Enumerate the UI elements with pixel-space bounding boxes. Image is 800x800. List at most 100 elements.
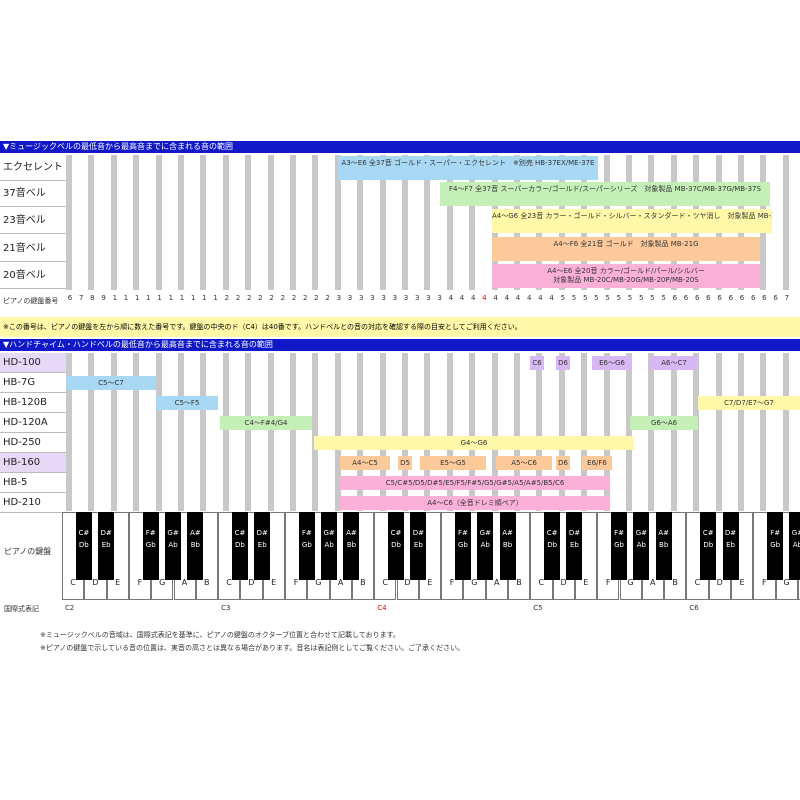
black-key: C# Db xyxy=(231,512,248,580)
black-key: A# Bb xyxy=(499,512,516,580)
piano-key-number: 5 xyxy=(627,294,633,302)
white-key-label: G xyxy=(159,578,166,587)
piano-key-number: 5 xyxy=(661,294,666,302)
white-key-label: D xyxy=(560,578,567,587)
grid-stripe xyxy=(133,155,140,290)
black-key-sharp: D# xyxy=(724,529,737,537)
black-key-flat: Eb xyxy=(101,541,111,549)
black-key-flat: Ab xyxy=(636,541,646,549)
black-key-flat: Ab xyxy=(792,541,800,549)
black-key: F# Gb xyxy=(454,512,471,580)
bell-row-label: 23音ベル xyxy=(0,208,66,234)
piano-key-number: 6 xyxy=(773,294,778,302)
grid-stripe xyxy=(155,353,162,511)
chime-range-bar: G4〜G6 xyxy=(314,436,634,450)
piano-key-number: 6 xyxy=(739,294,745,302)
piano-key-number: 3 xyxy=(426,294,431,302)
chime-row-label: HB-7G xyxy=(0,373,66,393)
black-key-flat: Db xyxy=(235,541,245,549)
piano-key-number: 6 xyxy=(762,294,767,302)
chime-range-bar: A4〜C6（全音ドレミ順ペア） xyxy=(340,496,610,510)
piano-key-number: 4 xyxy=(515,294,521,302)
black-key: C# Db xyxy=(75,512,92,580)
chime-range-bar: E5〜G5 xyxy=(420,456,486,470)
piano-key-number: 6 xyxy=(706,294,711,302)
black-key: D# Eb xyxy=(254,512,271,580)
black-key-sharp: D# xyxy=(412,529,424,537)
grid-stripe xyxy=(222,353,229,511)
piano-key-number: 3 xyxy=(403,294,409,302)
piano-key-number: 3 xyxy=(370,294,375,302)
white-key-label: E xyxy=(583,578,589,587)
piano-key-number: 9 xyxy=(101,294,106,302)
bell-range-text: A4〜F6 全21音 ゴールド 対象製品 MB-21G xyxy=(553,240,699,248)
grid-stripe xyxy=(446,353,453,511)
footnote-2: ※ピアノの鍵盤で示している音の位置は、実音の高さとは異なる場合があります。音名は… xyxy=(40,644,465,652)
black-key-flat: Eb xyxy=(570,541,579,549)
grid-stripe xyxy=(334,353,341,511)
grid-stripe xyxy=(402,155,408,290)
black-key: A# Bb xyxy=(187,512,204,580)
octave-name: C3 xyxy=(221,604,231,612)
black-key-sharp: D# xyxy=(568,529,581,537)
piano-key-number: 2 xyxy=(224,294,230,302)
grid-stripe xyxy=(245,155,252,290)
piano-key-number: 5 xyxy=(616,294,622,302)
black-key: D# Eb xyxy=(98,512,115,580)
black-key: F# Gb xyxy=(767,512,784,580)
section2-header: ▼ハンドチャイム・ハンドベルの最低音から最高音までに含まれる音の範囲 xyxy=(0,339,800,351)
black-key-flat: Bb xyxy=(502,541,513,549)
black-key-sharp: C# xyxy=(546,529,558,537)
piano-key-number: 4 xyxy=(448,294,454,302)
bell-range-text-2: 対象製品 MB-20C/MB-20G/MB-20P/MB-20S xyxy=(553,276,699,284)
grid-stripe xyxy=(267,155,274,290)
section1-header: ▼ミュージックベルの最低音から最高音までに含まれる音の範囲 xyxy=(0,141,800,153)
piano-key-number: 1 xyxy=(146,294,151,302)
piano-key-number: 4 xyxy=(470,294,476,302)
black-key-flat: Db xyxy=(78,541,89,549)
chime-range-bar: C4〜F#4/G4 xyxy=(220,416,312,430)
bell-row-label: 37音ベル xyxy=(0,181,66,207)
black-key: D# Eb xyxy=(566,512,583,580)
piano-key-number: 4 xyxy=(482,294,487,302)
piano-key-number: 1 xyxy=(213,294,218,302)
black-key-sharp: F# xyxy=(301,529,312,537)
grid-stripe xyxy=(514,353,520,511)
piano-key-number: 4 xyxy=(526,294,532,302)
black-key-sharp: C# xyxy=(78,529,90,537)
grid-stripe xyxy=(379,155,386,290)
chime-range-bar: C5/C#5/D5/D#5/E5/F5/F#5/G5/G#5/A5/A#5/B5… xyxy=(340,476,610,490)
black-key-flat: Db xyxy=(391,541,401,549)
piano-key-number: 4 xyxy=(549,294,554,302)
white-key-label: A xyxy=(337,578,344,587)
black-key-flat: Gb xyxy=(458,541,468,549)
black-key-sharp: A# xyxy=(190,529,201,537)
black-key-flat: Ab xyxy=(324,541,334,549)
white-key-label: B xyxy=(360,578,366,587)
chime-range-bar: E6〜G6 xyxy=(592,356,632,370)
white-key-label: D xyxy=(248,578,255,587)
black-key: G# Ab xyxy=(321,512,338,580)
white-key-label: F xyxy=(293,578,299,587)
grid-stripe xyxy=(693,353,700,511)
octave-name: C2 xyxy=(65,604,75,612)
white-key-label: F xyxy=(605,578,611,587)
white-key-label: B xyxy=(516,578,522,587)
chime-range-bar: A6〜C7 xyxy=(650,356,698,370)
piano-key-number: 1 xyxy=(134,294,140,302)
piano-key-number: 7 xyxy=(78,294,84,302)
white-key-label: B xyxy=(204,578,210,587)
piano-key-number: 7 xyxy=(784,294,790,302)
black-key-flat: Gb xyxy=(145,541,156,549)
black-key: A# Bb xyxy=(343,512,360,580)
white-key-label: D xyxy=(404,578,411,587)
black-key-flat: Eb xyxy=(257,541,267,549)
piano-key-number: 3 xyxy=(347,294,353,302)
black-key: A# Bb xyxy=(655,512,672,580)
piano-key-number: 5 xyxy=(650,294,655,302)
grid-stripe xyxy=(715,353,722,511)
piano-key-number: 2 xyxy=(258,294,263,302)
chime-range-bar: E6/F6 xyxy=(582,456,612,470)
black-key-sharp: A# xyxy=(502,529,513,537)
white-key-label: F xyxy=(449,578,455,587)
